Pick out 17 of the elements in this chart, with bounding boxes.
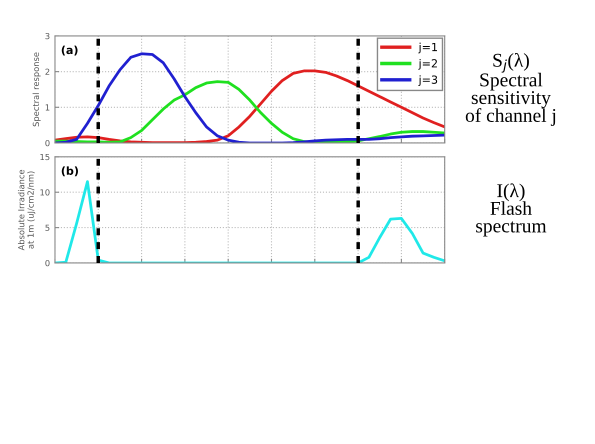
legend-label: j=3 [418,75,438,86]
y-axis-title: Absolute Irradiance at 1m (uJ/cm2/nm) [18,170,36,250]
y-tick-label: 3 [45,32,50,40]
y-tick-label: 15 [40,154,50,160]
legend-label: j=2 [418,58,437,70]
legend-label: j=1 [418,42,438,54]
text: S$_{j}$(λ) Spectral sensitivity of channel j [466,52,556,126]
text: I(λ) Flash spectrum [476,183,546,236]
y-tick-label: 2 [45,68,50,75]
y-axis-title: Spectral response [32,52,41,126]
annotation: (a) [62,46,78,56]
y-tick-label: 0 [45,140,50,146]
annotation: (b) [62,166,78,176]
y-tick-label: 1 [46,104,50,110]
y-tick-label: 0 [45,260,50,266]
y-tick-label: 10 [40,189,50,196]
y-tick-label: 5 [45,224,50,231]
